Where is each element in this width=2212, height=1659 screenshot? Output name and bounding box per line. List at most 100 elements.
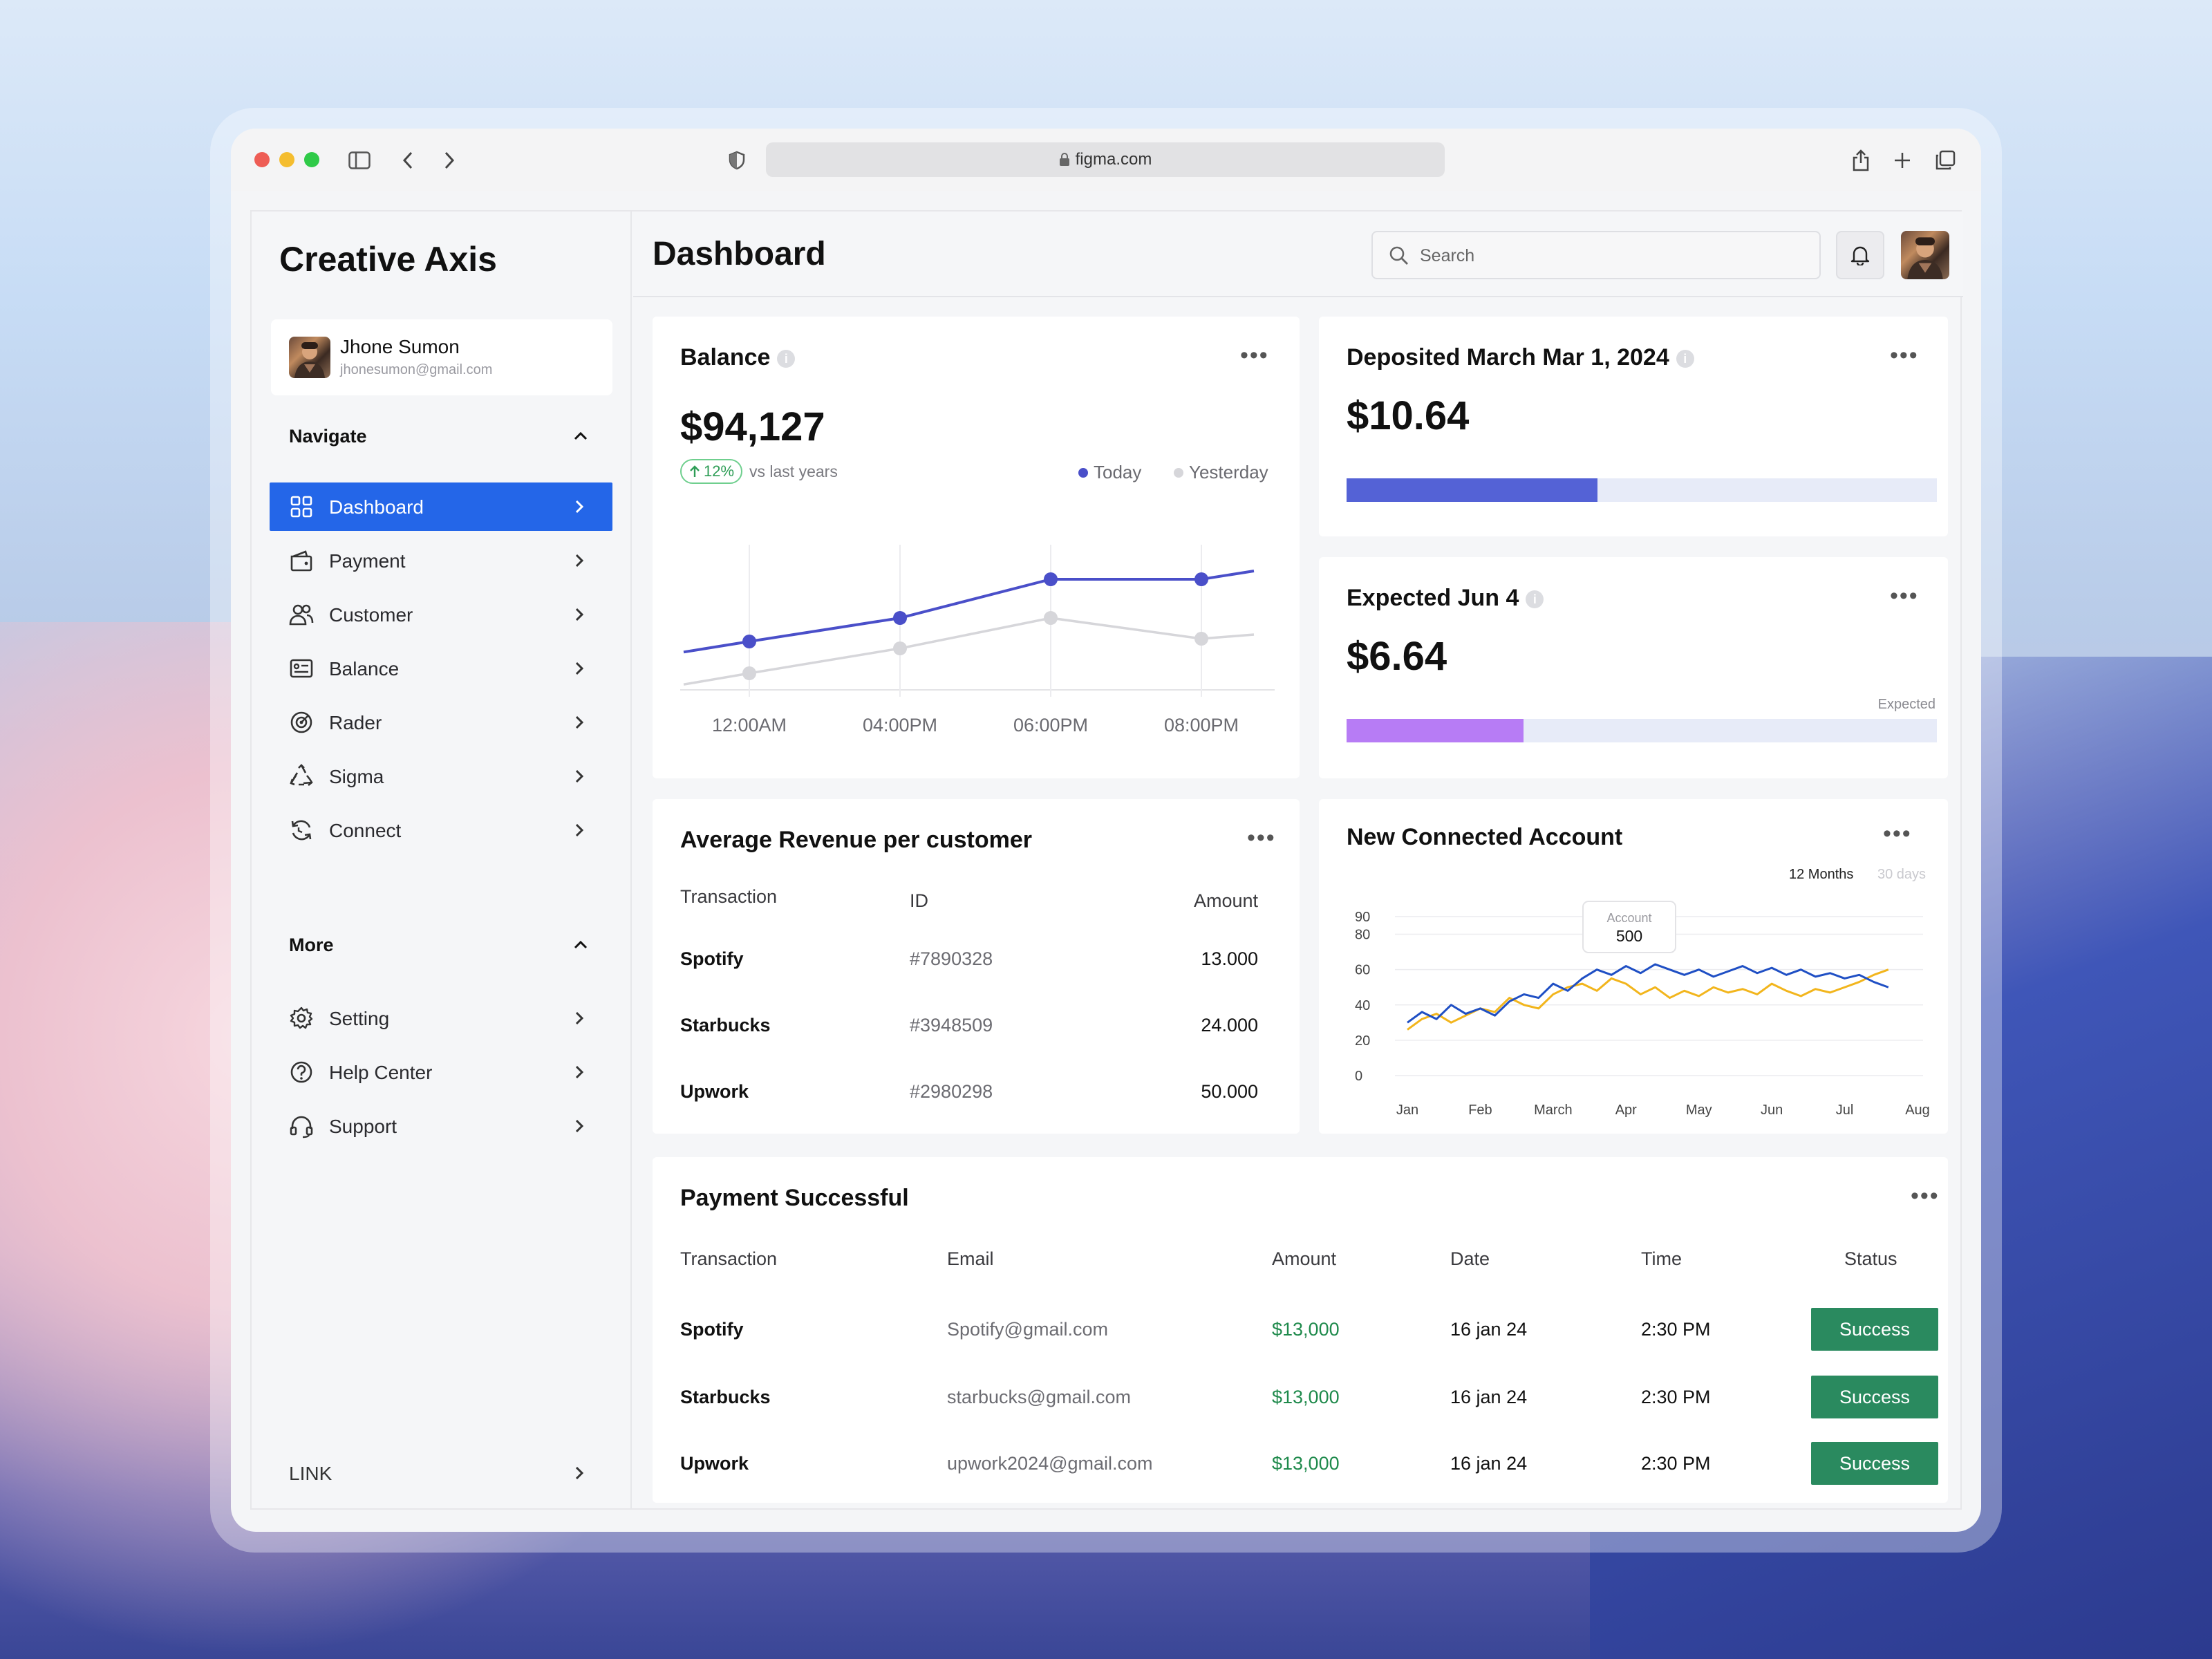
more-options-button[interactable]: ••• bbox=[1890, 583, 1919, 609]
info-icon[interactable]: i bbox=[1526, 590, 1544, 609]
chart-tooltip bbox=[1582, 901, 1676, 953]
x-tick-label: Jan bbox=[1396, 1103, 1418, 1118]
more-options-button[interactable]: ••• bbox=[1247, 825, 1276, 851]
sidebar-item-label: Customer bbox=[329, 604, 413, 626]
more-options-button[interactable]: ••• bbox=[1911, 1183, 1940, 1209]
sidebar-item-payment[interactable]: Payment bbox=[270, 536, 612, 585]
page-title: Dashboard bbox=[653, 236, 826, 272]
tab-12-months[interactable]: 12 Months bbox=[1789, 867, 1854, 882]
sidebar-item-support[interactable]: Support bbox=[270, 1102, 612, 1150]
x-tick-label: Jul bbox=[1836, 1103, 1854, 1118]
recycle-icon bbox=[290, 764, 313, 787]
trend-note: vs last years bbox=[749, 462, 838, 480]
series-yesterday-point bbox=[893, 641, 907, 655]
row-time: 2:30 PM bbox=[1641, 1387, 1711, 1407]
sidebar-item-dashboard[interactable]: Dashboard bbox=[270, 482, 612, 531]
row-id: #7890328 bbox=[910, 948, 993, 969]
minimize-window-button[interactable] bbox=[279, 152, 294, 167]
sidebar-item-balance[interactable]: Balance bbox=[270, 644, 612, 693]
chevron-right-icon bbox=[575, 1011, 584, 1025]
x-tick-label: 04:00PM bbox=[863, 715, 937, 735]
series-yesterday-point bbox=[1044, 611, 1058, 625]
x-tick-label: March bbox=[1534, 1103, 1573, 1118]
grid-icon bbox=[290, 496, 312, 518]
connected-title: New Connected Account bbox=[1347, 824, 1623, 850]
row-email: upwork2024@gmail.com bbox=[947, 1453, 1153, 1474]
deposited-progress-fill bbox=[1347, 478, 1597, 502]
sidebar-item-connect[interactable]: Connect bbox=[270, 806, 612, 854]
row-name: Upwork bbox=[680, 1081, 749, 1102]
maximize-window-button[interactable] bbox=[304, 152, 319, 167]
more-options-button[interactable]: ••• bbox=[1883, 821, 1912, 847]
expected-progress-fill bbox=[1347, 719, 1524, 742]
forward-icon[interactable] bbox=[435, 147, 463, 174]
chevron-right-icon bbox=[575, 608, 584, 621]
url-text: figma.com bbox=[1075, 150, 1152, 169]
more-options-button[interactable]: ••• bbox=[1240, 342, 1269, 368]
x-tick-label: Aug bbox=[1905, 1103, 1930, 1118]
x-tick-label: Apr bbox=[1615, 1103, 1637, 1118]
shield-icon[interactable] bbox=[723, 147, 751, 174]
profile-avatar[interactable] bbox=[1901, 231, 1949, 279]
chevron-right-icon bbox=[575, 554, 584, 568]
col-header-time: Time bbox=[1641, 1248, 1682, 1269]
user-card[interactable]: Jhone Sumon jhonesumon@gmail.com bbox=[271, 319, 612, 395]
series-today-point bbox=[893, 611, 907, 625]
status-badge[interactable]: Success bbox=[1811, 1308, 1938, 1351]
expected-title-text: Expected Jun 4 bbox=[1347, 585, 1519, 611]
payments-title: Payment Successful bbox=[680, 1185, 909, 1211]
back-icon[interactable] bbox=[394, 147, 422, 174]
info-icon[interactable]: i bbox=[1676, 350, 1694, 368]
revenue-title: Average Revenue per customer bbox=[680, 827, 1032, 853]
x-tick-label: 12:00AM bbox=[712, 715, 787, 735]
tabs-overview-icon[interactable] bbox=[1931, 147, 1959, 174]
expected-progress-track bbox=[1347, 719, 1937, 742]
legend-dot bbox=[1078, 467, 1088, 478]
new-tab-icon[interactable] bbox=[1888, 147, 1916, 174]
series-today-point bbox=[1044, 572, 1058, 586]
chevron-up-icon[interactable] bbox=[572, 939, 589, 951]
expected-title: Expected Jun 4 i bbox=[1347, 585, 1544, 612]
row-name: Starbucks bbox=[680, 1015, 771, 1035]
chevron-right-icon bbox=[575, 823, 584, 837]
sidebar-item-setting[interactable]: Setting bbox=[270, 994, 612, 1042]
row-id: #2980298 bbox=[910, 1081, 993, 1102]
average-revenue-card: Average Revenue per customer ••• Transac… bbox=[653, 799, 1300, 1134]
row-date: 16 jan 24 bbox=[1450, 1319, 1528, 1340]
sidebar-link[interactable]: LINK bbox=[270, 1449, 612, 1497]
address-bar[interactable]: figma.com bbox=[766, 142, 1445, 177]
sidebar-item-label: Setting bbox=[329, 1008, 390, 1029]
status-badge[interactable]: Success bbox=[1811, 1376, 1938, 1418]
sidebar-item-sigma[interactable]: Sigma bbox=[270, 752, 612, 800]
share-icon[interactable] bbox=[1847, 147, 1875, 174]
y-tick-label: 80 bbox=[1355, 928, 1370, 943]
sidebar-item-customer[interactable]: Customer bbox=[270, 590, 612, 639]
navigate-section-title: Navigate bbox=[289, 426, 367, 447]
close-window-button[interactable] bbox=[254, 152, 270, 167]
topbar: Dashboard bbox=[633, 212, 1963, 297]
row-amount: 13.000 bbox=[1201, 948, 1258, 969]
notification-button[interactable] bbox=[1836, 231, 1884, 279]
search-input[interactable] bbox=[1420, 242, 1807, 270]
deposited-value: $10.64 bbox=[1347, 393, 1470, 438]
more-options-button[interactable]: ••• bbox=[1890, 342, 1919, 368]
sidebar-item-rader[interactable]: Rader bbox=[270, 698, 612, 747]
balance-title-text: Balance bbox=[680, 344, 771, 371]
sidebar-toggle-icon[interactable] bbox=[346, 147, 373, 174]
chevron-up-icon[interactable] bbox=[572, 430, 589, 442]
series-yesterday-point bbox=[1194, 632, 1208, 646]
series-today-point bbox=[742, 635, 756, 648]
wallet-icon bbox=[290, 550, 312, 572]
x-tick-label: May bbox=[1686, 1103, 1712, 1118]
status-badge[interactable]: Success bbox=[1811, 1442, 1938, 1485]
info-icon[interactable]: i bbox=[777, 350, 796, 368]
series-blue-line bbox=[1407, 963, 1889, 1024]
row-name: Spotify bbox=[680, 1319, 744, 1340]
search-box[interactable] bbox=[1371, 231, 1821, 279]
tab-30-days[interactable]: 30 days bbox=[1877, 867, 1927, 882]
sidebar-item-help-center[interactable]: Help Center bbox=[270, 1048, 612, 1096]
row-id: #3948509 bbox=[910, 1015, 993, 1035]
deposited-title-text: Deposited March Mar 1, 2024 bbox=[1347, 344, 1669, 371]
tooltip-label: Account bbox=[1606, 911, 1651, 925]
sidebar-item-label: Connect bbox=[329, 820, 402, 841]
